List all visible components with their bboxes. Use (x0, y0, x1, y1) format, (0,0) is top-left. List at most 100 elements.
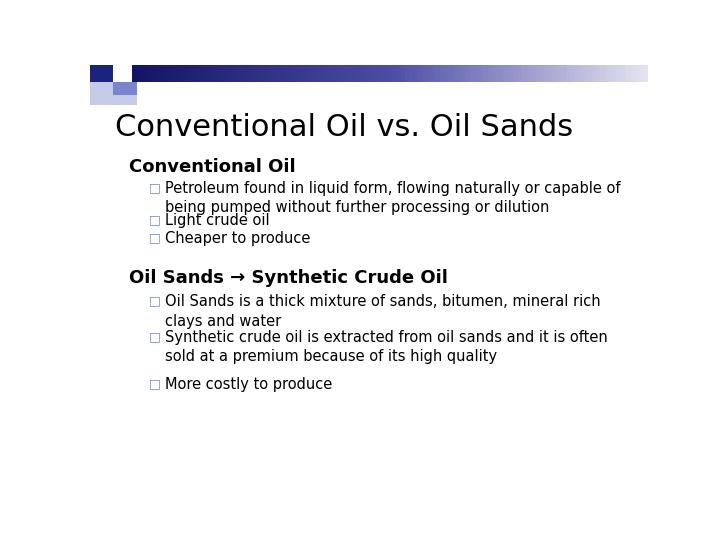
Bar (410, 65, 414, 82)
Bar (140, 65, 145, 82)
Bar (405, 65, 410, 82)
Bar (631, 65, 636, 82)
Bar (202, 65, 206, 82)
Bar (548, 65, 553, 82)
Bar (258, 65, 263, 82)
Text: Synthetic crude oil is extracted from oil sands and it is often
sold at a premiu: Synthetic crude oil is extracted from oi… (166, 330, 608, 364)
Bar (414, 65, 418, 82)
Bar (470, 65, 475, 82)
Bar (318, 65, 323, 82)
Bar (90, 82, 137, 105)
Bar (583, 65, 588, 82)
Bar (379, 65, 384, 82)
Bar (314, 65, 319, 82)
Bar (613, 65, 618, 82)
Bar (327, 65, 332, 82)
Bar (301, 65, 306, 82)
Bar (522, 65, 527, 82)
Bar (245, 65, 250, 82)
Bar (635, 65, 640, 82)
Bar (518, 65, 523, 82)
Bar (149, 65, 154, 82)
Bar (136, 65, 141, 82)
Bar (215, 65, 219, 82)
Bar (588, 65, 592, 82)
Bar (331, 65, 336, 82)
Bar (626, 65, 631, 82)
Bar (575, 65, 579, 82)
Bar (539, 65, 544, 82)
Bar (570, 65, 575, 82)
Bar (236, 65, 240, 82)
Bar (562, 65, 566, 82)
Bar (644, 65, 649, 82)
Bar (427, 65, 432, 82)
Bar (500, 65, 505, 82)
Bar (526, 65, 531, 82)
Bar (566, 65, 570, 82)
Bar (228, 65, 232, 82)
Text: □: □ (148, 377, 161, 390)
Bar (132, 65, 137, 82)
Bar (388, 65, 392, 82)
Text: Petroleum found in liquid form, flowing naturally or capable of
being pumped wit: Petroleum found in liquid form, flowing … (166, 181, 621, 215)
Bar (175, 65, 180, 82)
Bar (639, 65, 644, 82)
Bar (444, 65, 449, 82)
Text: More costly to produce: More costly to produce (166, 377, 333, 393)
Bar (145, 65, 150, 82)
Bar (90, 82, 114, 105)
Bar (305, 65, 310, 82)
Bar (340, 65, 345, 82)
Bar (366, 65, 371, 82)
Bar (292, 65, 297, 82)
Bar (392, 65, 397, 82)
Bar (310, 65, 315, 82)
Bar (648, 65, 653, 82)
Bar (479, 65, 484, 82)
Text: □: □ (148, 330, 161, 343)
Bar (492, 65, 497, 82)
Bar (344, 65, 349, 82)
Bar (153, 65, 158, 82)
Bar (249, 65, 254, 82)
Bar (457, 65, 462, 82)
Text: Oil Sands → Synthetic Crude Oil: Oil Sands → Synthetic Crude Oil (129, 268, 448, 287)
Bar (462, 65, 467, 82)
Text: Conventional Oil: Conventional Oil (129, 158, 296, 177)
Bar (544, 65, 549, 82)
Bar (605, 65, 610, 82)
Bar (171, 65, 176, 82)
Bar (397, 65, 401, 82)
Bar (401, 65, 405, 82)
Bar (370, 65, 375, 82)
Bar (535, 65, 540, 82)
Bar (206, 65, 210, 82)
Bar (487, 65, 492, 82)
Bar (622, 65, 627, 82)
Bar (336, 65, 341, 82)
Bar (223, 65, 228, 82)
Bar (453, 65, 458, 82)
Bar (219, 65, 223, 82)
Bar (423, 65, 427, 82)
Bar (592, 65, 596, 82)
Bar (483, 65, 488, 82)
Bar (384, 65, 388, 82)
Bar (197, 65, 202, 82)
Text: □: □ (148, 294, 161, 307)
Bar (266, 65, 271, 82)
Bar (184, 65, 189, 82)
Bar (374, 65, 379, 82)
Bar (271, 65, 276, 82)
Bar (323, 65, 328, 82)
Bar (90, 65, 114, 82)
Bar (440, 65, 445, 82)
Bar (418, 65, 423, 82)
Bar (505, 65, 510, 82)
Bar (361, 65, 366, 82)
Bar (466, 65, 471, 82)
Bar (297, 65, 302, 82)
Bar (284, 65, 289, 82)
Bar (210, 65, 215, 82)
